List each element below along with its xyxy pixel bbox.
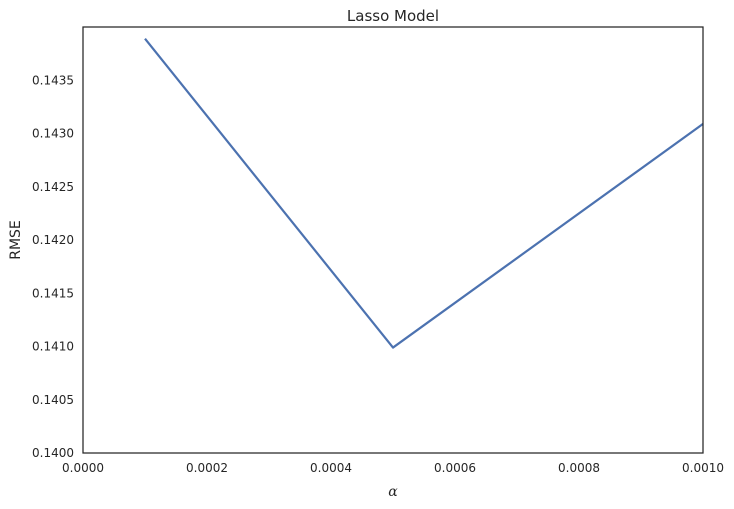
chart-title: Lasso Model [347, 7, 439, 25]
y-tick-label: 0.1425 [32, 180, 74, 194]
x-tick-label: 0.0008 [558, 461, 600, 475]
series-layer [144, 38, 704, 349]
y-tick-label: 0.1400 [32, 446, 74, 460]
series-line [144, 38, 704, 349]
tick-labels: 0.0000 0.0002 0.0004 0.0006 0.0008 0.0010 0.14… [32, 73, 724, 475]
y-tick-label: 0.1405 [32, 393, 74, 407]
x-tick-label: 0.0006 [434, 461, 476, 475]
y-axis-label: RMSE [8, 220, 24, 260]
plot-frame [82, 26, 704, 454]
y-tick-label: 0.1435 [32, 73, 74, 87]
y-tick-label: 0.1415 [32, 286, 74, 300]
y-tick-label: 0.1420 [32, 233, 74, 247]
x-tick-label: 0.0002 [186, 461, 228, 475]
x-axis-label: α [388, 484, 398, 500]
x-tick-label: 0.0004 [310, 461, 352, 475]
y-tick-label: 0.1430 [32, 127, 74, 141]
x-tick-label: 0.0000 [62, 461, 104, 475]
y-tick-label: 0.1410 [32, 340, 74, 354]
x-tick-label: 0.0010 [682, 461, 724, 475]
